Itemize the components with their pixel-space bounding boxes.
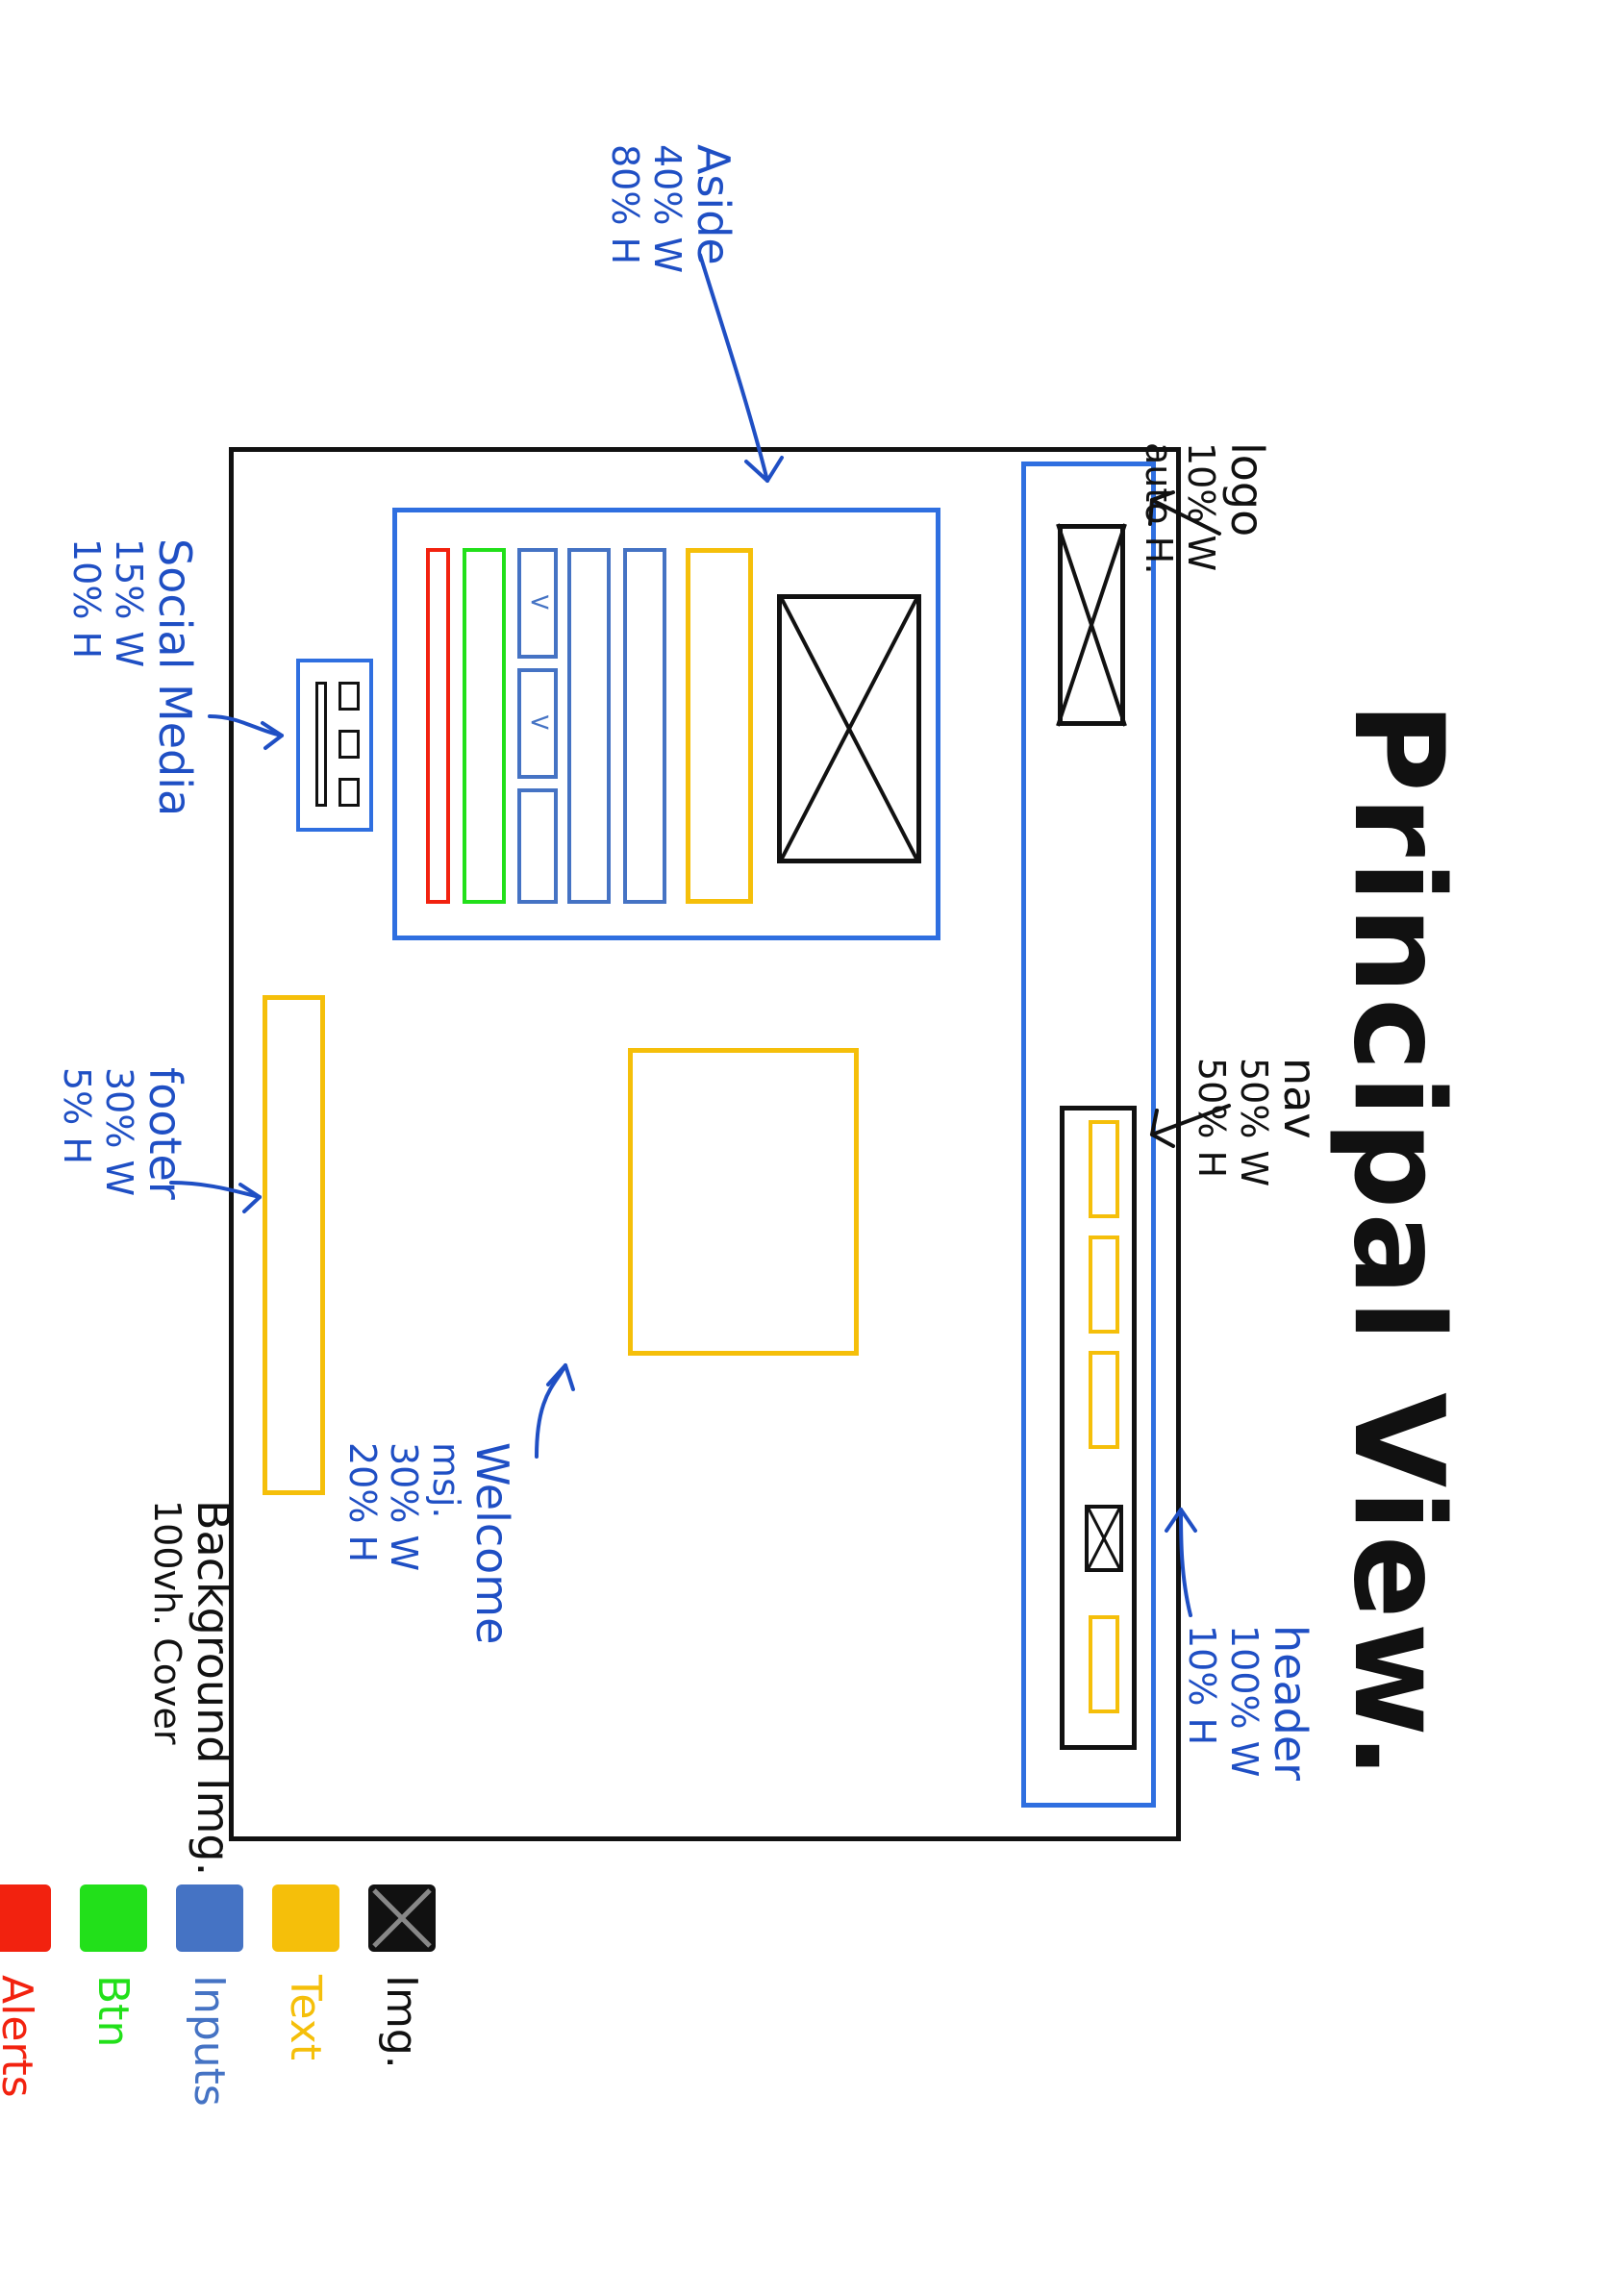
- legend-swatch: [0, 1884, 51, 1952]
- legend-item: Inputs: [176, 1884, 243, 2107]
- annotation-header-width: 100% W: [1223, 1625, 1266, 1778]
- legend-item: Alerts: [0, 1884, 51, 2098]
- logo-image: [1056, 523, 1127, 727]
- annotation-logo-name: logo: [1221, 442, 1273, 537]
- legend-label: Img.: [377, 1975, 427, 2069]
- annotation-background-title: Background Img.: [188, 1500, 239, 1877]
- legend-swatch: [272, 1884, 339, 1952]
- annotation-social-name: Social Media: [149, 538, 201, 817]
- aside-image: [777, 594, 921, 863]
- annotation-nav-name: nav: [1274, 1058, 1326, 1139]
- legend-label: Text: [281, 1975, 331, 2060]
- annotation-header-height: 10% H: [1181, 1625, 1224, 1746]
- annotation-header: header 100% W 10% H: [1181, 1625, 1316, 1781]
- annotation-welcome-height: 20% H: [340, 1442, 384, 1563]
- legend-label: Alerts: [0, 1975, 42, 2098]
- annotation-welcome-width: 30% W: [383, 1442, 426, 1572]
- annotation-logo: logo 10% W auto H.: [1138, 442, 1273, 575]
- annotation-logo-height: auto H.: [1138, 442, 1181, 575]
- legend-label: Inputs: [185, 1975, 235, 2107]
- annotation-background-detail: 100vh. Cover: [146, 1500, 189, 1745]
- legend-label: Btn: [88, 1975, 138, 2048]
- annotation-footer: footer 30% W 5% H: [56, 1067, 191, 1200]
- annotation-welcome: Welcome msj. 30% W 20% H: [340, 1442, 518, 1645]
- annotation-header-name: header: [1265, 1625, 1316, 1782]
- annotation-footer-height: 5% H: [56, 1067, 99, 1164]
- annotation-aside: Aside 40% W 80% H: [604, 144, 739, 273]
- legend-item: Btn: [80, 1884, 147, 2047]
- annotation-footer-name: footer: [139, 1067, 191, 1200]
- legend-swatch: [368, 1884, 436, 1952]
- annotation-welcome-name: Welcome: [466, 1442, 518, 1645]
- annotation-social: Social Media 15% W 10% H: [65, 538, 201, 817]
- annotation-aside-width: 40% W: [646, 144, 689, 274]
- annotation-social-width: 15% W: [108, 538, 151, 668]
- annotation-nav: nav 50% W 50% H: [1190, 1058, 1326, 1187]
- annotation-aside-height: 80% H: [604, 144, 647, 265]
- legend-item: Text: [272, 1884, 339, 2060]
- annotation-nav-width: 50% W: [1233, 1058, 1276, 1187]
- legend-swatch: [176, 1884, 243, 1952]
- annotation-aside-name: Aside: [688, 144, 739, 265]
- legend-item: Img.: [368, 1884, 436, 2069]
- legend-swatch: [80, 1884, 147, 1952]
- annotation-nav-height: 50% H: [1190, 1058, 1234, 1179]
- nav-image-icon: [1085, 1505, 1123, 1572]
- annotation-social-height: 10% H: [65, 538, 109, 660]
- annotation-welcome-msj: msj.: [425, 1442, 468, 1519]
- annotation-background: Background Img. 100vh. Cover: [145, 1500, 239, 1877]
- annotation-logo-width: 10% W: [1180, 442, 1223, 572]
- annotation-footer-width: 30% W: [98, 1067, 141, 1197]
